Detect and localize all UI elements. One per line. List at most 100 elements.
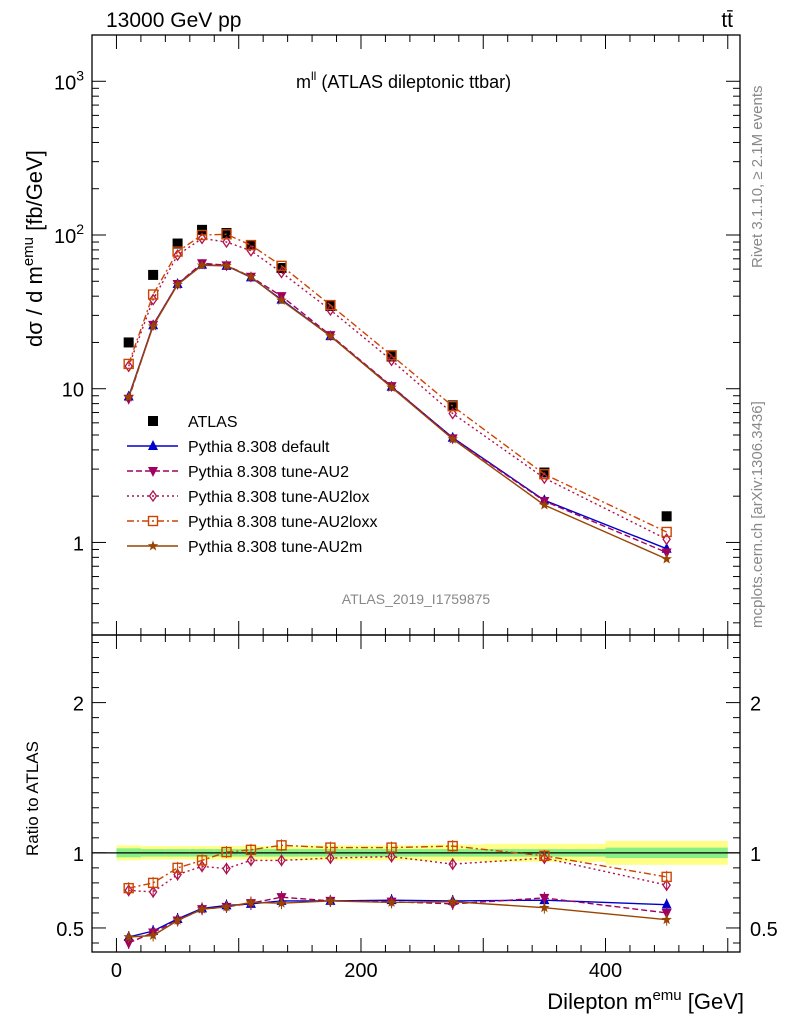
point-atlas xyxy=(386,351,397,362)
x-axis-label: Dilepton memu [GeV] xyxy=(547,987,744,1014)
x-tick-label: 0 xyxy=(111,960,122,982)
legend-marker-pythia-8-308-default xyxy=(148,440,158,450)
ratio-line-pythia-8-308-default xyxy=(128,899,667,938)
ratio-point-pythia-8-308-tune-au2lox xyxy=(246,854,256,867)
line-pythia-8-308-tune-au2m xyxy=(128,264,667,560)
point-pythia-8-308-tune-au2loxx xyxy=(123,358,134,370)
x-tick-label: 400 xyxy=(589,960,622,982)
main-series xyxy=(123,224,672,564)
ratio-point-pythia-8-308-tune-au2m xyxy=(325,895,336,906)
point-atlas xyxy=(661,511,672,522)
ratio-point-pythia-8-308-tune-au2m xyxy=(123,931,134,942)
legend-label-pythia-8-308-tune-au2loxx: Pythia 8.308 tune-AU2loxx xyxy=(188,514,377,531)
legend-label-pythia-8-308-default: Pythia 8.308 default xyxy=(188,439,330,456)
ratio-ytick-label-right: 2 xyxy=(750,694,761,716)
ratio-point-pythia-8-308-tune-au2lox xyxy=(277,854,286,867)
point-pythia-8-308-tune-au2loxx xyxy=(447,400,458,412)
point-atlas xyxy=(221,228,232,239)
legend-marker-pythia-8-308-tune-au2loxx xyxy=(147,515,159,527)
ratio-line-pythia-8-308-tune-au2lox xyxy=(128,855,667,893)
ratio-point-pythia-8-308-tune-au2loxx xyxy=(147,877,159,889)
point-pythia-8-308-tune-au2lox xyxy=(124,360,133,373)
ratio-point-pythia-8-308-tune-au2m xyxy=(172,914,183,925)
ratio-point-pythia-8-308-tune-au2loxx xyxy=(245,844,257,856)
ratio-ytick-label-left: 2 xyxy=(73,694,84,716)
ratio-point-pythia-8-308-tune-au2lox xyxy=(387,850,396,863)
point-pythia-8-308-tune-au2 xyxy=(661,548,672,559)
main-ytick-label: 1 xyxy=(73,533,84,555)
point-pythia-8-308-tune-au2m xyxy=(661,553,672,564)
axis-ticks: 1 10 102 103 0.5 0.5 1 1 2 2 0 200 400 xyxy=(54,34,778,982)
ratio-point-pythia-8-308-tune-au2loxx xyxy=(325,842,336,853)
header-right: tt̄ xyxy=(721,9,733,32)
ratio-point-pythia-8-308-tune-au2m xyxy=(221,901,232,912)
legend-marker-pythia-8-308-tune-au2lox xyxy=(148,489,158,503)
x-tick-label: 200 xyxy=(344,960,377,982)
point-pythia-8-308-tune-au2lox xyxy=(173,248,182,262)
point-pythia-8-308-tune-au2lox xyxy=(222,235,231,249)
point-pythia-8-308-tune-au2m xyxy=(123,391,134,402)
ratio-point-pythia-8-308-tune-au2m xyxy=(661,914,672,925)
point-pythia-8-308-tune-au2m xyxy=(386,381,397,392)
point-pythia-8-308-tune-au2lox xyxy=(197,232,207,245)
point-pythia-8-308-tune-au2loxx xyxy=(325,299,336,311)
point-pythia-8-308-tune-au2m xyxy=(147,320,159,331)
point-pythia-8-308-tune-au2lox xyxy=(662,533,671,546)
line-pythia-8-308-tune-au2 xyxy=(128,262,667,554)
ratio-point-pythia-8-308-tune-au2lox xyxy=(148,885,158,899)
ratio-point-pythia-8-308-tune-au2m xyxy=(196,903,208,914)
point-pythia-8-308-tune-au2m xyxy=(539,499,550,510)
point-pythia-8-308-tune-au2lox xyxy=(326,303,335,317)
line-pythia-8-308-tune-au2lox xyxy=(128,237,667,540)
ratio-ytick-label-right: 1 xyxy=(750,844,761,866)
main-ytick-label: 103 xyxy=(54,67,84,94)
legend-marker-pythia-8-308-tune-au2 xyxy=(148,467,158,477)
point-pythia-8-308-tune-au2lox xyxy=(540,472,549,485)
ratio-point-pythia-8-308-default xyxy=(661,898,672,909)
ratio-uncertainty-bands xyxy=(92,840,740,865)
ratio-point-pythia-8-308-tune-au2 xyxy=(539,893,550,904)
ratio-point-pythia-8-308-tune-au2m xyxy=(447,896,458,907)
legend-label-pythia-8-308-tune-au2lox: Pythia 8.308 tune-AU2lox xyxy=(188,489,369,506)
main-ylabel: dσ / d memu [fb/GeV] xyxy=(20,150,47,347)
ratio-line-pythia-8-308-tune-au2 xyxy=(128,896,667,944)
line-pythia-8-308-default xyxy=(128,264,667,550)
point-pythia-8-308-tune-au2loxx xyxy=(276,260,287,272)
ratio-point-pythia-8-308-tune-au2lox xyxy=(222,862,231,875)
point-pythia-8-308-tune-au2loxx xyxy=(221,229,232,240)
line-pythia-8-308-tune-au2loxx xyxy=(128,233,667,533)
point-pythia-8-308-tune-au2loxx xyxy=(661,526,672,538)
ratio-point-pythia-8-308-tune-au2lox xyxy=(662,879,671,892)
legend: ATLAS Pythia 8.308 default Pythia 8.308 tu… xyxy=(127,414,377,556)
ratio-ylabel: Ratio to ATLAS xyxy=(23,741,42,856)
ratio-point-pythia-8-308-tune-au2loxx xyxy=(196,855,208,866)
point-pythia-8-308-tune-au2m xyxy=(172,279,183,290)
point-pythia-8-308-tune-au2loxx xyxy=(147,289,159,300)
point-atlas xyxy=(172,238,183,249)
main-ytick-label: 102 xyxy=(54,221,84,248)
ratio-point-pythia-8-308-tune-au2loxx xyxy=(447,840,458,852)
ratio-point-pythia-8-308-tune-au2m xyxy=(386,896,397,907)
rivet-label: Rivet 3.1.10, ≥ 2.1M events xyxy=(749,86,766,269)
point-pythia-8-308-tune-au2m xyxy=(276,294,287,305)
ratio-point-pythia-8-308-tune-au2lox xyxy=(326,851,335,865)
header-left: 13000 GeV pp xyxy=(106,9,241,32)
point-pythia-8-308-tune-au2loxx xyxy=(539,468,550,480)
point-pythia-8-308-tune-au2lox xyxy=(448,407,457,420)
main-ytick-label: 10 xyxy=(62,380,84,402)
ratio-point-pythia-8-308-tune-au2loxx xyxy=(123,882,134,894)
point-atlas xyxy=(148,269,159,280)
ratio-point-pythia-8-308-tune-au2loxx xyxy=(172,862,183,874)
main-title: mll (ATLAS dileptonic ttbar) xyxy=(296,69,511,92)
point-pythia-8-308-tune-au2lox xyxy=(387,354,396,367)
point-pythia-8-308-tune-au2lox xyxy=(148,293,158,306)
ratio-ytick-label-left: 0.5 xyxy=(56,919,84,941)
ratio-ytick-label-left: 1 xyxy=(73,844,84,866)
point-atlas xyxy=(123,337,134,348)
point-pythia-8-308-tune-au2loxx xyxy=(386,350,397,361)
ratio-point-pythia-8-308-tune-au2loxx xyxy=(661,871,672,883)
point-pythia-8-308-tune-au2m xyxy=(245,271,257,282)
ratio-point-pythia-8-308-tune-au2m xyxy=(539,902,550,913)
